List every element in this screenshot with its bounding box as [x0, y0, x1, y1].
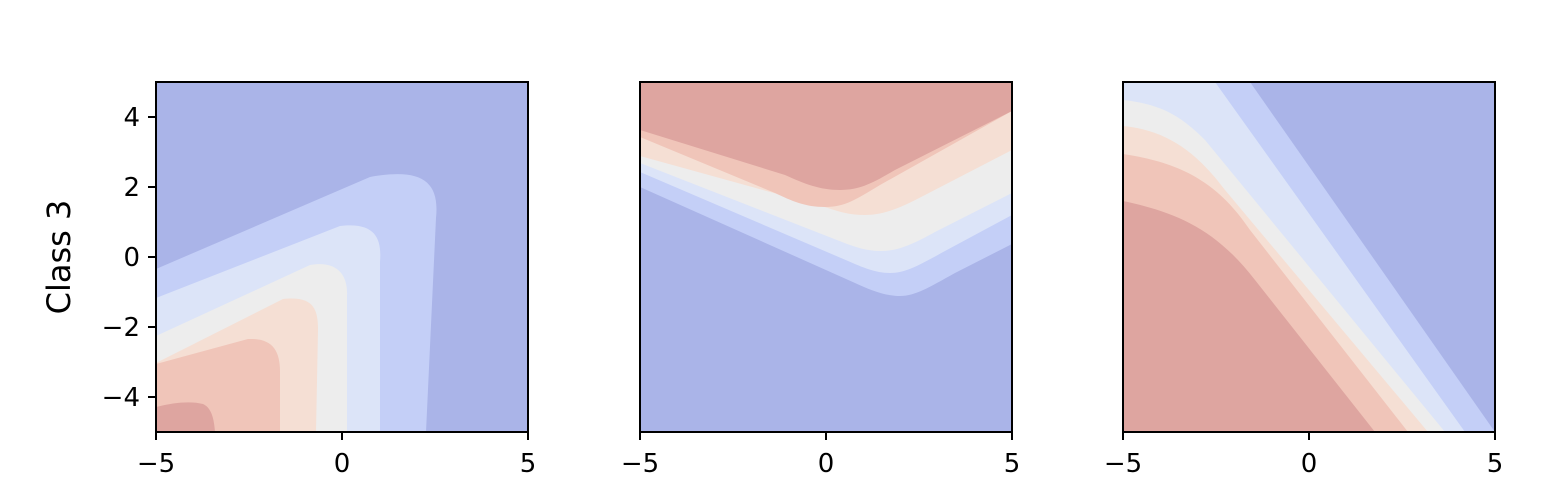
panel-1-band-7 [156, 402, 215, 432]
panel-3-xtick-label-5: 5 [1487, 449, 1504, 479]
panel-1-x-axis [155, 432, 529, 440]
panel-1-ytick-label-4: 4 [123, 103, 140, 133]
panel-2-x-axis [639, 432, 1013, 440]
panel-1-ytick-label-neg4: −4 [102, 383, 140, 413]
panel-2-band-7 [640, 82, 1012, 190]
panel-1-ytick-label-0: 0 [123, 243, 140, 273]
panel-1-contours [156, 82, 528, 432]
panel-1-y-axis [148, 116, 156, 398]
panel-2-xtick-label-neg5: −5 [621, 449, 659, 479]
panel-1-xtick-label-5: 5 [520, 449, 537, 479]
panel-3: −5 0 5 [1104, 81, 1504, 479]
panel-1-ytick-label-neg2: −2 [102, 313, 140, 343]
panel-2: −5 0 5 [621, 81, 1021, 479]
panel-1-ylabel: Class 3 [40, 200, 78, 315]
panel-3-x-axis [1122, 432, 1496, 440]
panel-3-contours [1123, 82, 1495, 432]
panel-1: 4 2 0 −2 −4 −5 0 5 Class 3 [40, 81, 537, 479]
panel-2-xtick-label-5: 5 [1004, 449, 1021, 479]
panel-3-xtick-label-neg5: −5 [1104, 449, 1142, 479]
panel-2-xtick-label-0: 0 [818, 449, 835, 479]
panel-2-contours [640, 82, 1012, 432]
panel-3-xtick-label-0: 0 [1301, 449, 1318, 479]
panel-1-ytick-label-2: 2 [123, 173, 140, 203]
panel-1-xtick-label-neg5: −5 [137, 449, 175, 479]
panel-3-band-7 [1123, 201, 1375, 432]
panel-1-xtick-label-0: 0 [334, 449, 351, 479]
